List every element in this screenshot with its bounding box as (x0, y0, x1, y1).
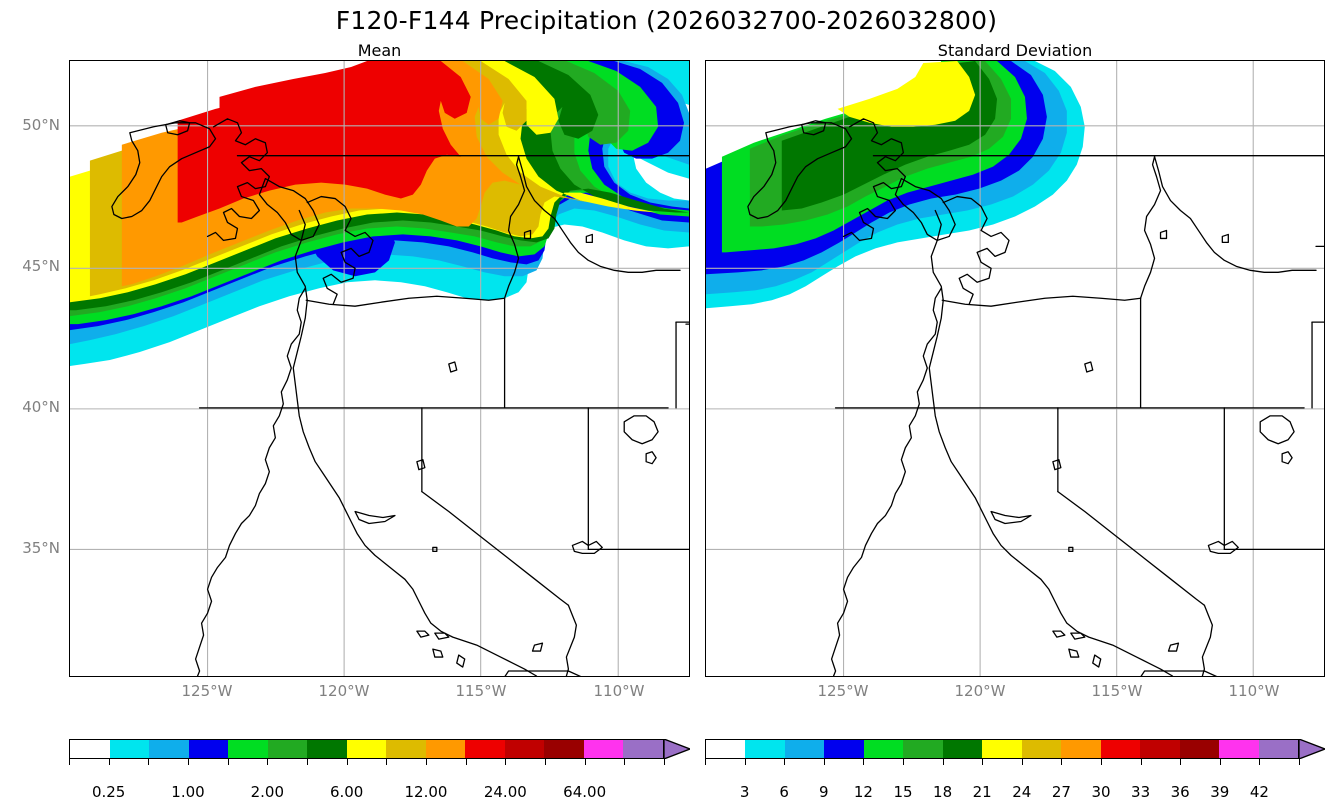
colorbar-sd-swatch-2 (784, 740, 825, 758)
colorbar-sd-tick-9 (1061, 759, 1063, 765)
colorbar-mean-swatch-7 (346, 740, 387, 758)
colorbar-mean-swatch-6 (307, 740, 347, 758)
colorbar-sd-tick-14 (1259, 759, 1261, 765)
colorbar-sd-swatch-4 (863, 740, 904, 758)
map-canvas-sd (706, 61, 1324, 676)
colorbar-sd-tick-2 (784, 759, 786, 765)
colorbar-mean-tick-7 (346, 759, 348, 765)
colorbar-mean-tick-10 (465, 759, 467, 765)
colorbar-sd-swatch-11 (1140, 740, 1180, 758)
colorbar-mean-tick-3 (188, 759, 189, 765)
colorbar-mean-label-4: 12.00 (404, 783, 448, 801)
colorbar-sd-label-1: 6 (779, 783, 789, 801)
colorbar-mean-tick-6 (307, 759, 308, 765)
colorbar-sd-swatch-14 (1258, 740, 1299, 758)
colorbar-mean-tick-5 (267, 759, 269, 765)
lon-tick-125w-mean: 125°W (181, 682, 233, 700)
colorbar-mean-label-2: 2.00 (250, 783, 285, 801)
colorbar-mean-tick-15 (664, 759, 665, 765)
colorbar-mean-tick-12 (545, 759, 546, 765)
colorbar-mean-tick-8 (386, 759, 388, 765)
colorbar-sd-tick-1 (744, 759, 746, 765)
colorbar-sd-tick-6 (942, 759, 944, 765)
colorbar-mean-swatch-10 (465, 740, 505, 758)
colorbar-mean-swatch-9 (425, 740, 466, 758)
colorbar-mean-label-1: 1.00 (171, 783, 205, 801)
colorbar-mean-tick-13 (584, 759, 586, 765)
colorbar-sd-swatch-0 (706, 740, 746, 758)
colorbar-sd-label-0: 3 (739, 783, 750, 801)
lat-tick-40n: 40°N (22, 398, 60, 416)
colorbar-sd-tick-12 (1180, 759, 1182, 765)
map-panel-sd[interactable] (705, 60, 1325, 677)
colorbar-mean-swatch-2 (149, 740, 189, 758)
lat-tick-35n: 35°N (22, 539, 60, 557)
colorbar-sd-tick-10 (1101, 759, 1102, 765)
colorbar-sd-swatch-12 (1179, 740, 1220, 758)
colorbar-sd-swatch-13 (1219, 740, 1259, 758)
colorbar-mean-label-6: 64.00 (563, 783, 607, 801)
colorbar-sd-swatch-5 (903, 740, 943, 758)
colorbar-mean-tick-0 (69, 759, 70, 765)
colorbar-sd-label-2: 9 (819, 783, 829, 801)
colorbar-sd-tick-7 (982, 759, 984, 765)
colorbar-sd-tick-13 (1219, 759, 1221, 765)
lon-tick-110w-mean: 110°W (593, 682, 645, 700)
colorbar-mean-swatch-0 (70, 740, 110, 758)
colorbar-mean-swatch-8 (386, 740, 426, 758)
colorbar-sd-swatch-1 (745, 740, 785, 758)
colorbar-sd-swatch-9 (1061, 740, 1101, 758)
colorbar-sd-tick-0 (705, 759, 706, 765)
colorbar-mean-tick-11 (505, 759, 507, 765)
colorbar-sd-tick-11 (1140, 759, 1142, 765)
colorbar-sd-label-13: 42 (1249, 783, 1269, 801)
colorbar-sd-swatch-6 (942, 740, 983, 758)
colorbar-mean-swatch-14 (623, 740, 663, 758)
colorbar-mean-tick-1 (108, 759, 110, 765)
colorbar-mean-swatch-13 (583, 740, 624, 758)
colorbar-mean-swatch-1 (109, 740, 150, 758)
lon-tick-125w-sd: 125°W (817, 682, 869, 700)
colorbar-sd-swatch-8 (1021, 740, 1062, 758)
colorbar-sd-swatch-10 (1100, 740, 1141, 758)
figure-title: F120-F144 Precipitation (2026032700-2026… (335, 6, 998, 35)
colorbar-mean-swatch-5 (267, 740, 308, 758)
colorbar-mean-tick-2 (148, 759, 150, 765)
colorbar-sd-tick-4 (863, 759, 865, 765)
lon-tick-120w-mean: 120°W (318, 682, 370, 700)
colorbar-sd-tick-15 (1299, 759, 1300, 765)
colorbar-sd-tick-5 (903, 759, 904, 765)
colorbar-mean-label-5: 24.00 (483, 783, 527, 801)
colorbar-sd-swatch-3 (824, 740, 864, 758)
colorbar-mean-tick-4 (227, 759, 229, 765)
lon-tick-110w-sd: 110°W (1228, 682, 1280, 700)
colorbar-mean-tick-14 (624, 759, 626, 765)
map-panel-mean[interactable] (69, 60, 690, 677)
colorbar-sd-tick-3 (823, 759, 825, 765)
panel-title-sd: Standard Deviation (937, 41, 1093, 60)
colorbar-sd-swatch-7 (982, 740, 1022, 758)
map-canvas-mean (70, 61, 689, 676)
panel-title-mean: Mean (357, 41, 402, 60)
colorbar-sd-tick-8 (1021, 759, 1023, 765)
colorbar-mean-swatch-3 (188, 740, 229, 758)
colorbar-mean-tick-9 (426, 759, 427, 765)
lon-tick-115w-sd: 115°W (1091, 682, 1143, 700)
colorbar-mean-swatch-12 (544, 740, 584, 758)
lat-tick-50n: 50°N (22, 116, 60, 134)
colorbar-mean-label-3: 6.00 (329, 783, 364, 801)
lon-tick-115w-mean: 115°W (455, 682, 507, 700)
colorbar-mean-swatch-4 (228, 740, 268, 758)
colorbar-mean-label-0: 0.25 (91, 783, 126, 801)
lat-tick-45n: 45°N (22, 257, 60, 275)
colorbar-mean-swatch-11 (504, 740, 545, 758)
lon-tick-120w-sd: 120°W (954, 682, 1006, 700)
